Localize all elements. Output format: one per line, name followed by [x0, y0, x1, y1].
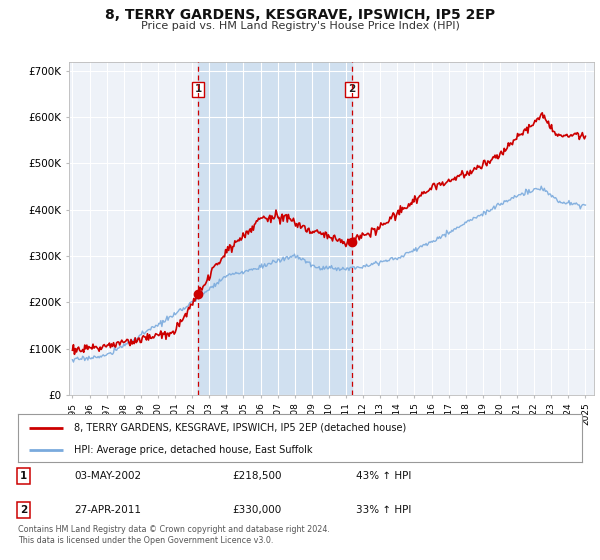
Text: £330,000: £330,000 [232, 505, 281, 515]
Text: £218,500: £218,500 [232, 471, 282, 481]
Text: 27-APR-2011: 27-APR-2011 [74, 505, 142, 515]
Text: Price paid vs. HM Land Registry's House Price Index (HPI): Price paid vs. HM Land Registry's House … [140, 21, 460, 31]
Text: 33% ↑ HPI: 33% ↑ HPI [356, 505, 412, 515]
Text: 8, TERRY GARDENS, KESGRAVE, IPSWICH, IP5 2EP (detached house): 8, TERRY GARDENS, KESGRAVE, IPSWICH, IP5… [74, 423, 407, 433]
Text: 03-MAY-2002: 03-MAY-2002 [74, 471, 142, 481]
Text: 2: 2 [348, 85, 355, 95]
Text: Contains HM Land Registry data © Crown copyright and database right 2024.
This d: Contains HM Land Registry data © Crown c… [18, 525, 330, 545]
Text: 2: 2 [20, 505, 27, 515]
Text: 8, TERRY GARDENS, KESGRAVE, IPSWICH, IP5 2EP: 8, TERRY GARDENS, KESGRAVE, IPSWICH, IP5… [105, 8, 495, 22]
Text: 1: 1 [20, 471, 27, 481]
Bar [198, 62, 352, 395]
Text: HPI: Average price, detached house, East Suffolk: HPI: Average price, detached house, East… [74, 445, 313, 455]
Text: 43% ↑ HPI: 43% ↑ HPI [356, 471, 412, 481]
Text: 1: 1 [194, 85, 202, 95]
